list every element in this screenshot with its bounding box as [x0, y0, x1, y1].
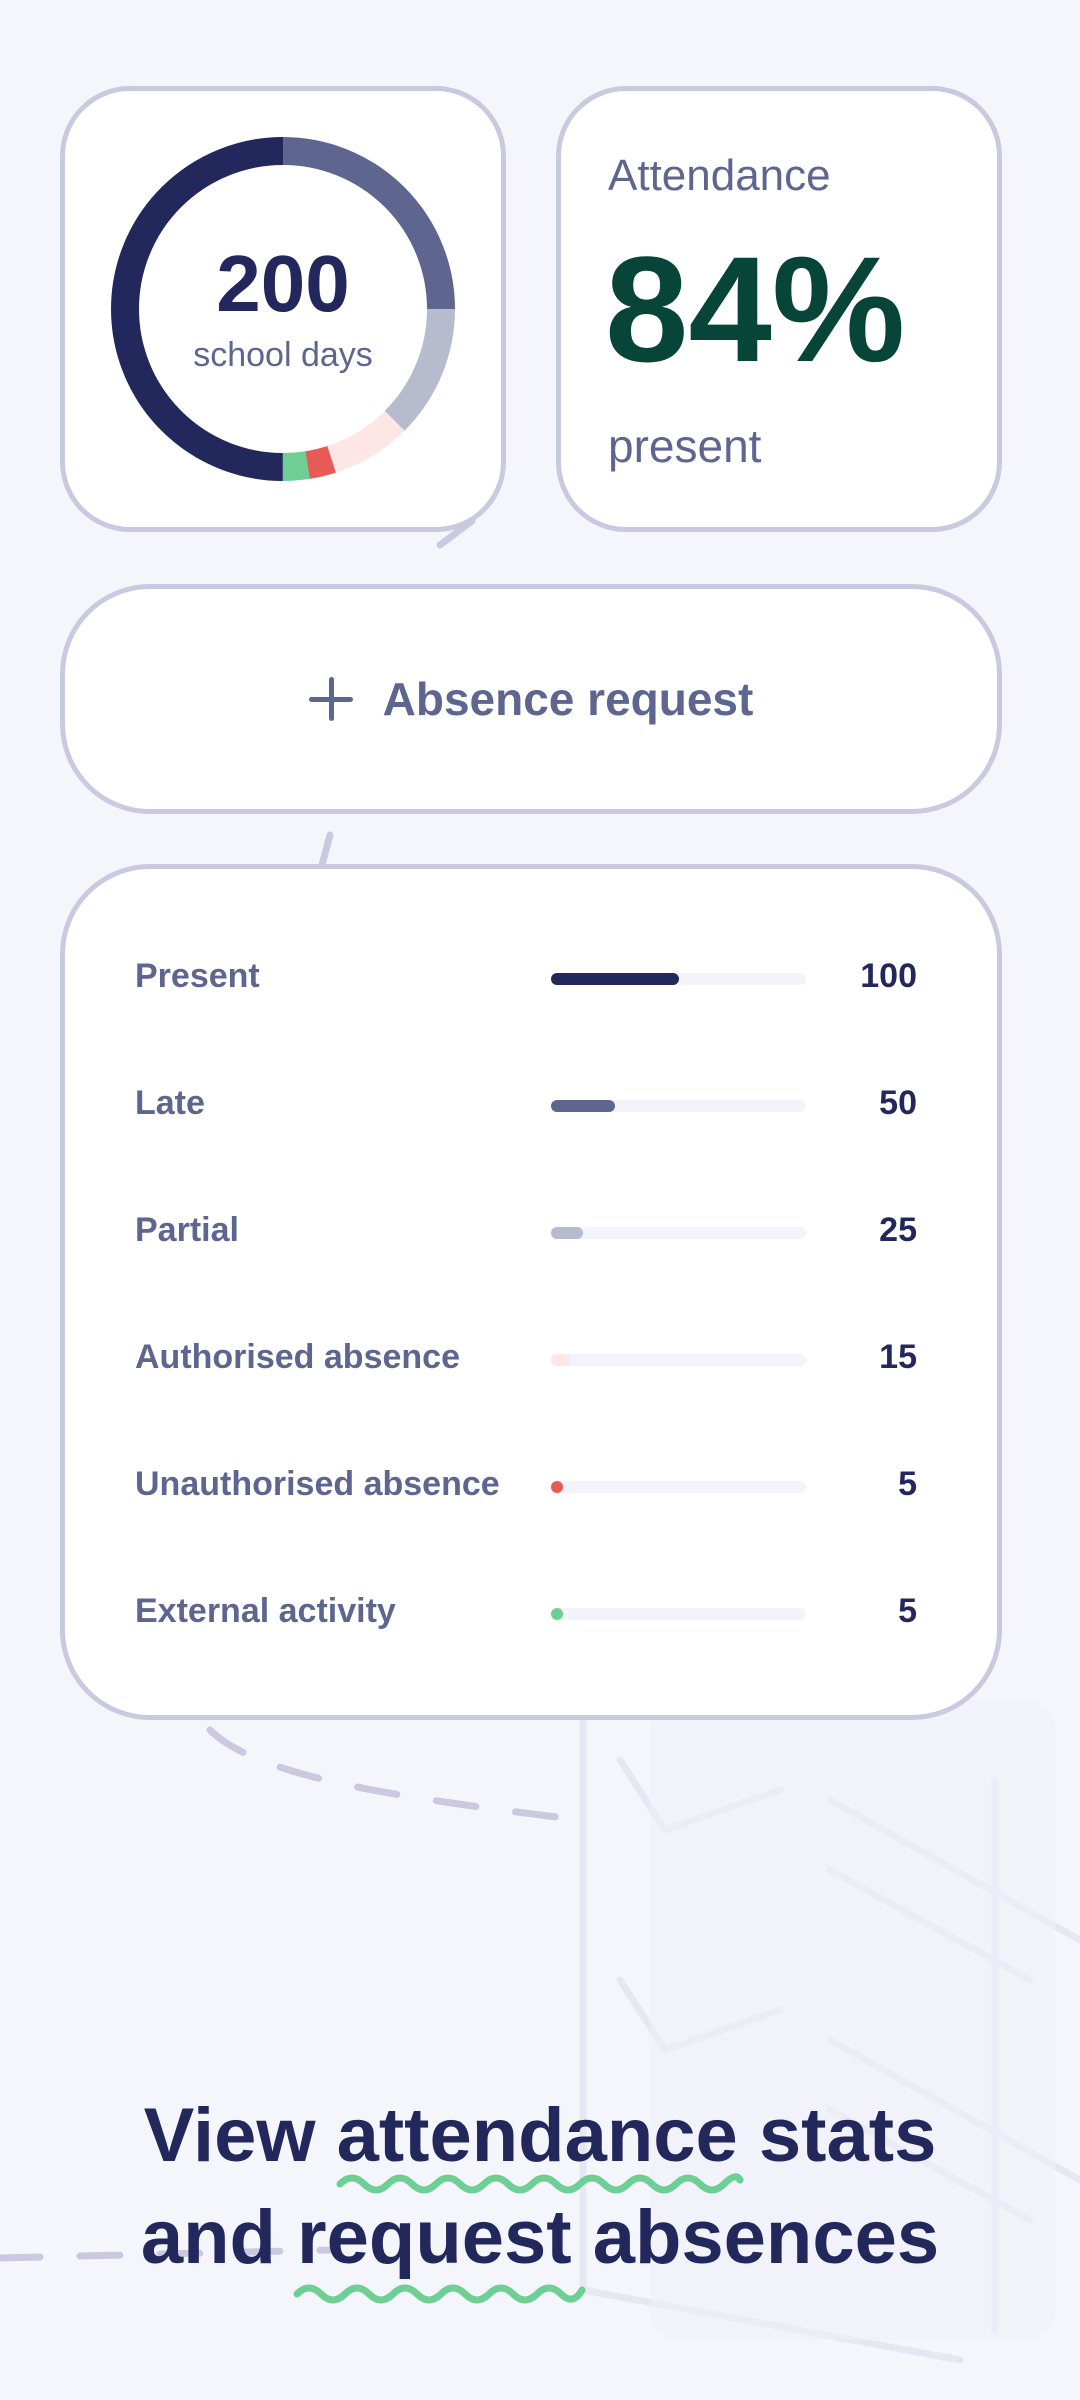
stat-row-authorised-absence: Authorised absence 15 — [65, 1330, 997, 1390]
stat-bar-track — [551, 973, 806, 985]
stat-value: 5 — [898, 1465, 917, 1503]
stat-bar-track — [551, 1608, 806, 1620]
stat-bar-fill — [551, 1227, 583, 1239]
stat-bar-track — [551, 1227, 806, 1239]
attendance-card: Attendance 84% present — [556, 86, 1002, 532]
stat-row-unauthorised-absence: Unauthorised absence 5 — [65, 1457, 997, 1517]
stat-row-late: Late 50 — [65, 1076, 997, 1136]
headline-line-2: and request absences — [140, 2195, 940, 2280]
stat-bar-track — [551, 1481, 806, 1493]
stat-label: Partial — [135, 1211, 239, 1249]
stat-bar-track — [551, 1354, 806, 1366]
stat-label: Unauthorised absence — [135, 1465, 500, 1503]
attendance-subtitle: present — [608, 420, 762, 472]
stat-row-partial: Partial 25 — [65, 1203, 997, 1263]
donut-segment-external-activity — [111, 137, 455, 481]
attendance-title: Attendance — [608, 151, 831, 200]
attendance-percentage: 84% — [605, 225, 906, 393]
stat-value: 5 — [898, 1592, 917, 1630]
school-days-count: 200 — [216, 238, 350, 328]
stat-value: 15 — [879, 1338, 917, 1376]
stat-bar-fill — [551, 973, 679, 985]
school-days-card: 200 school days — [60, 86, 506, 532]
school-days-label: school days — [193, 335, 373, 374]
stat-label: Late — [135, 1084, 205, 1122]
stat-value: 25 — [879, 1211, 917, 1249]
plus-icon — [308, 677, 353, 721]
absence-request-button[interactable]: Absence request — [60, 584, 1002, 814]
stat-label: External activity — [135, 1592, 396, 1630]
headline-line-1: View attendance stats — [143, 2093, 937, 2178]
stat-row-external-activity: External activity 5 — [65, 1584, 997, 1644]
stat-value: 100 — [860, 957, 917, 995]
wavy-underline-request — [293, 2284, 586, 2304]
attendance-breakdown-card: Present 100 Late 50 Partial 25 Authorised abse… — [60, 864, 1002, 1720]
stat-bar-fill — [551, 1608, 563, 1620]
stat-row-present: Present 100 — [65, 949, 997, 1009]
absence-request-label: Absence request — [382, 673, 754, 725]
wavy-underline-attendance — [336, 2173, 744, 2194]
stat-bar-fill — [551, 1100, 615, 1112]
stat-bar-track — [551, 1100, 806, 1112]
headline: View attendance stats and request absenc… — [0, 2085, 1080, 2289]
stat-label: Present — [135, 957, 260, 995]
stat-label: Authorised absence — [135, 1338, 460, 1376]
stat-bar-fill — [551, 1354, 571, 1366]
attendance-donut-chart — [111, 137, 455, 481]
donut-segment-present — [111, 137, 455, 481]
stat-value: 50 — [879, 1084, 917, 1122]
stat-bar-fill — [551, 1481, 563, 1493]
